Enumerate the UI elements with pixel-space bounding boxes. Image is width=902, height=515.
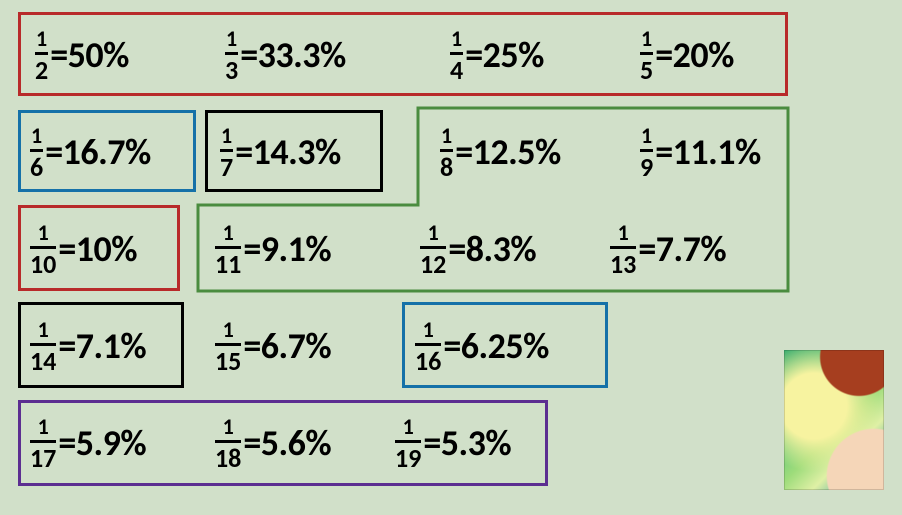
fraction-symbol: 113 — [610, 222, 636, 277]
numerator: 1 — [403, 416, 414, 438]
numerator: 1 — [38, 319, 49, 341]
equals-percent: =16.7% — [45, 130, 151, 174]
denominator: 4 — [450, 57, 463, 83]
fraction-symbol: 116 — [415, 319, 441, 374]
numerator: 1 — [428, 222, 439, 244]
fraction-12: 112=8.3% — [420, 214, 536, 284]
equals-percent: =11.1% — [655, 130, 761, 174]
denominator: 18 — [215, 445, 241, 471]
fraction-symbol: 19 — [640, 125, 653, 180]
equals-percent: =50% — [50, 33, 129, 77]
numerator: 1 — [221, 125, 232, 147]
equals-percent: =10% — [58, 227, 137, 271]
fraction-11: 111=9.1% — [215, 214, 331, 284]
denominator: 8 — [440, 154, 453, 180]
fraction-symbol: 13 — [225, 28, 238, 83]
fraction-6: 16=16.7% — [30, 117, 151, 187]
fraction-symbol: 117 — [30, 416, 56, 471]
numerator: 1 — [223, 319, 234, 341]
thumbnail-image — [784, 350, 884, 490]
equals-percent: =5.9% — [58, 421, 146, 465]
fraction-symbol: 12 — [35, 28, 48, 83]
equals-percent: =25% — [465, 33, 544, 77]
fraction-13: 113=7.7% — [610, 214, 726, 284]
equals-percent: =8.3% — [448, 227, 536, 271]
equals-percent: =20% — [655, 33, 734, 77]
numerator: 1 — [38, 222, 49, 244]
fraction-15: 115=6.7% — [215, 311, 331, 381]
denominator: 12 — [420, 251, 446, 277]
fraction-symbol: 115 — [215, 319, 241, 374]
denominator: 13 — [610, 251, 636, 277]
denominator: 16 — [415, 348, 441, 374]
denominator: 10 — [30, 251, 56, 277]
denominator: 6 — [30, 154, 43, 180]
numerator: 1 — [226, 28, 237, 50]
numerator: 1 — [36, 28, 47, 50]
fraction-symbol: 112 — [420, 222, 446, 277]
numerator: 1 — [223, 416, 234, 438]
equals-percent: =12.5% — [455, 130, 561, 174]
fraction-17: 117=5.9% — [30, 408, 146, 478]
denominator: 5 — [640, 57, 653, 83]
numerator: 1 — [618, 222, 629, 244]
fraction-8: 18=12.5% — [440, 117, 561, 187]
fraction-19: 119=5.3% — [395, 408, 511, 478]
fraction-7: 17=14.3% — [220, 117, 341, 187]
denominator: 17 — [30, 445, 56, 471]
fraction-5: 15=20% — [640, 20, 734, 90]
denominator: 19 — [395, 445, 421, 471]
fraction-symbol: 111 — [215, 222, 241, 277]
fraction-9: 19=11.1% — [640, 117, 761, 187]
fraction-symbol: 114 — [30, 319, 56, 374]
fraction-4: 14=25% — [450, 20, 544, 90]
fraction-10: 110=10% — [30, 214, 137, 284]
denominator: 14 — [30, 348, 56, 374]
numerator: 1 — [223, 222, 234, 244]
denominator: 15 — [215, 348, 241, 374]
equals-percent: =6.25% — [443, 324, 549, 368]
numerator: 1 — [441, 125, 452, 147]
denominator: 9 — [640, 154, 653, 180]
equals-percent: =5.3% — [423, 421, 511, 465]
equals-percent: =7.1% — [58, 324, 146, 368]
fraction-symbol: 110 — [30, 222, 56, 277]
denominator: 7 — [220, 154, 233, 180]
fraction-symbol: 119 — [395, 416, 421, 471]
denominator: 11 — [215, 251, 241, 277]
fraction-symbol: 17 — [220, 125, 233, 180]
fraction-symbol: 118 — [215, 416, 241, 471]
numerator: 1 — [38, 416, 49, 438]
numerator: 1 — [423, 319, 434, 341]
fraction-18: 118=5.6% — [215, 408, 331, 478]
equals-percent: =6.7% — [243, 324, 331, 368]
equals-percent: =5.6% — [243, 421, 331, 465]
equals-percent: =14.3% — [235, 130, 341, 174]
fraction-16: 116=6.25% — [415, 311, 549, 381]
numerator: 1 — [641, 125, 652, 147]
denominator: 2 — [35, 57, 48, 83]
fraction-symbol: 18 — [440, 125, 453, 180]
fraction-2: 12=50% — [35, 20, 129, 90]
fraction-14: 114=7.1% — [30, 311, 146, 381]
equals-percent: =7.7% — [638, 227, 726, 271]
fraction-symbol: 16 — [30, 125, 43, 180]
fraction-symbol: 15 — [640, 28, 653, 83]
equals-percent: =33.3% — [240, 33, 346, 77]
denominator: 3 — [225, 57, 238, 83]
numerator: 1 — [31, 125, 42, 147]
fraction-3: 13=33.3% — [225, 20, 346, 90]
fraction-symbol: 14 — [450, 28, 463, 83]
equals-percent: =9.1% — [243, 227, 331, 271]
numerator: 1 — [451, 28, 462, 50]
numerator: 1 — [641, 28, 652, 50]
